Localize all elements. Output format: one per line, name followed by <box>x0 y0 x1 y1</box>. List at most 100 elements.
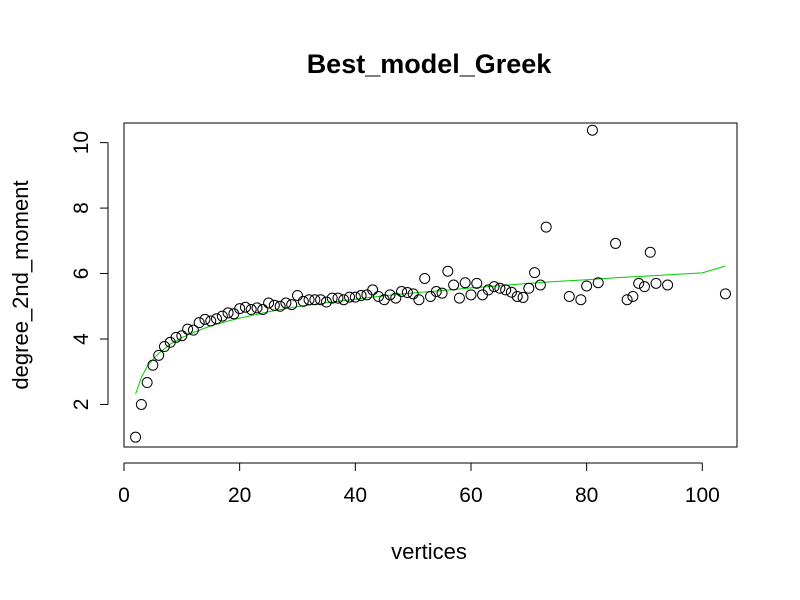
data-point <box>280 297 292 309</box>
data-point <box>228 308 240 320</box>
x-tick-label: 80 <box>575 484 598 507</box>
x-tick-label: 40 <box>344 484 367 507</box>
data-point <box>257 304 269 316</box>
data-point <box>430 286 442 298</box>
data-point <box>459 277 471 289</box>
data-point <box>147 359 159 371</box>
x-tick-label: 100 <box>685 484 720 507</box>
data-point <box>251 302 263 314</box>
data-point <box>610 237 622 249</box>
data-point <box>419 272 431 284</box>
data-point <box>523 282 535 294</box>
data-point <box>633 277 645 289</box>
data-point <box>401 287 413 299</box>
data-point <box>176 330 188 342</box>
data-point <box>291 289 303 301</box>
data-point <box>442 265 454 277</box>
data-point <box>621 294 633 306</box>
y-axis: 2 4 6 8 10 <box>70 131 109 411</box>
data-point <box>216 310 228 322</box>
x-tick-label: 20 <box>228 484 251 507</box>
data-point <box>534 279 546 291</box>
data-point <box>303 294 315 306</box>
data-point <box>436 287 448 299</box>
fit-curve <box>135 265 726 395</box>
y-tick-label: 4 <box>70 333 93 345</box>
data-point <box>494 282 506 294</box>
data-point <box>205 315 217 327</box>
data-point <box>505 286 517 298</box>
data-point <box>355 289 367 301</box>
data-point <box>263 297 275 309</box>
y-tick-label: 6 <box>70 268 93 280</box>
data-point <box>407 288 419 300</box>
data-point <box>413 294 425 306</box>
data-point <box>326 292 338 304</box>
data-point <box>586 124 598 136</box>
data-point <box>465 289 477 301</box>
data-point <box>211 313 223 325</box>
data-point <box>315 294 327 306</box>
data-point <box>650 277 662 289</box>
data-point <box>453 292 465 304</box>
data-point <box>234 303 246 315</box>
data-point <box>130 431 142 443</box>
data-point <box>297 295 309 307</box>
data-point <box>245 304 257 316</box>
data-point <box>141 377 153 389</box>
data-point <box>396 286 408 298</box>
data-point <box>199 313 211 325</box>
data-point <box>239 301 251 313</box>
data-point <box>540 221 552 233</box>
data-point <box>309 294 321 306</box>
data-point <box>170 331 182 343</box>
data-point <box>158 341 170 353</box>
data-point <box>627 290 639 302</box>
data-point <box>367 284 379 296</box>
y-tick-label: 8 <box>70 202 93 214</box>
y-tick-label: 2 <box>70 399 93 411</box>
data-point <box>182 323 194 335</box>
data-point <box>268 299 280 311</box>
data-point <box>384 289 396 301</box>
data-point <box>471 277 483 289</box>
data-point <box>662 279 674 291</box>
data-point <box>320 296 332 308</box>
data-point <box>344 291 356 303</box>
data-point <box>349 291 361 303</box>
data-point <box>482 284 494 296</box>
data-point <box>488 281 500 293</box>
data-point <box>187 324 199 336</box>
fit-curve-layer <box>135 265 726 395</box>
y-tick-label: 10 <box>70 131 93 154</box>
data-point <box>222 307 234 319</box>
data-point <box>448 279 460 291</box>
x-tick-label: 0 <box>118 484 130 507</box>
data-point <box>592 277 604 289</box>
data-point <box>286 299 298 311</box>
x-axis-label: vertices <box>391 539 467 564</box>
data-point <box>332 292 344 304</box>
data-points-layer <box>130 124 731 443</box>
chart-title: Best_model_Greek <box>307 49 553 79</box>
data-point <box>511 290 523 302</box>
data-point <box>719 288 731 300</box>
data-point <box>193 317 205 329</box>
data-point <box>581 280 593 292</box>
data-point <box>529 267 541 279</box>
x-axis: 0 20 40 60 80 100 <box>118 462 720 507</box>
data-point <box>135 398 147 410</box>
data-point <box>500 284 512 296</box>
data-point <box>563 290 575 302</box>
data-point <box>517 291 529 303</box>
data-point <box>638 281 650 293</box>
plot-frame <box>123 122 738 448</box>
data-point <box>153 349 165 361</box>
data-point <box>575 294 587 306</box>
y-axis-label: degree_2nd_moment <box>8 180 33 389</box>
data-point <box>274 300 286 312</box>
data-point <box>338 294 350 306</box>
data-point <box>390 292 402 304</box>
data-point <box>372 290 384 302</box>
